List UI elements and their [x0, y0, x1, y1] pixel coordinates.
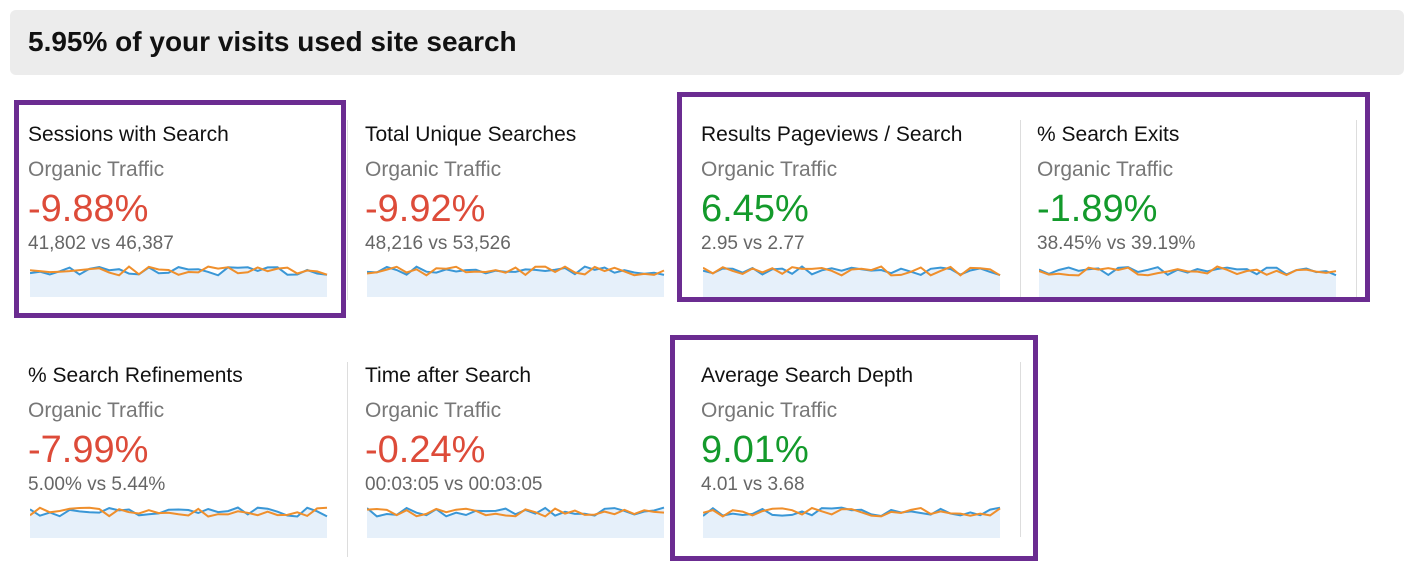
metric-title: Results Pageviews / Search	[701, 123, 963, 146]
highlight-box	[670, 335, 1038, 561]
comparison: 00:03:05 vs 00:03:05	[365, 474, 543, 495]
comparison: 41,802 vs 46,387	[28, 233, 174, 254]
metric-tile: Sessions with Search Organic Traffic -9.88…	[28, 123, 348, 323]
sparkline	[703, 265, 1001, 297]
header-bar: 5.95% of your visits used site search	[10, 10, 1404, 75]
metric-title: Sessions with Search	[28, 123, 229, 146]
metric-tile: Total Unique Searches Organic Traffic -9.9…	[365, 123, 685, 323]
metric-tile: Time after Search Organic Traffic -0.24% 00…	[365, 364, 685, 564]
header-title: 5.95% of your visits used site search	[28, 26, 517, 57]
segment-name: Organic Traffic	[365, 158, 502, 181]
sparkline	[1039, 265, 1337, 297]
sparkline	[30, 506, 328, 538]
highlight-box	[677, 92, 1370, 302]
sparkline	[30, 265, 328, 297]
separator	[1356, 120, 1357, 300]
metric-title: % Search Exits	[1037, 123, 1180, 146]
comparison: 2.95 vs 2.77	[701, 233, 805, 254]
metric-title: Total Unique Searches	[365, 123, 577, 146]
separator	[347, 120, 348, 300]
segment-name: Organic Traffic	[365, 399, 502, 422]
change-value: -0.24%	[365, 429, 486, 471]
change-value: -1.89%	[1037, 188, 1158, 230]
sparkline	[367, 506, 665, 538]
metric-title: % Search Refinements	[28, 364, 243, 387]
segment-name: Organic Traffic	[1037, 158, 1174, 181]
metric-title: Average Search Depth	[701, 364, 914, 387]
comparison: 5.00% vs 5.44%	[28, 474, 166, 495]
comparison: 4.01 vs 3.68	[701, 474, 805, 495]
comparison: 38.45% vs 39.19%	[1037, 233, 1196, 254]
change-value: -9.92%	[365, 188, 486, 230]
metric-tile: Average Search Depth Organic Traffic 9.01%…	[701, 364, 1021, 564]
change-value: 9.01%	[701, 429, 809, 471]
metric-tile: % Search Exits Organic Traffic -1.89% 38.45…	[1037, 123, 1357, 323]
segment-name: Organic Traffic	[701, 158, 838, 181]
separator	[347, 362, 348, 557]
change-value: -7.99%	[28, 429, 149, 471]
metric-title: Time after Search	[365, 364, 532, 387]
segment-name: Organic Traffic	[28, 399, 165, 422]
separator	[1020, 362, 1021, 537]
sparkline	[703, 506, 1001, 538]
comparison: 48,216 vs 53,526	[365, 233, 511, 254]
change-value: -9.88%	[28, 188, 149, 230]
highlight-box	[14, 100, 346, 318]
segment-name: Organic Traffic	[701, 399, 838, 422]
separator	[1020, 120, 1021, 300]
segment-name: Organic Traffic	[28, 158, 165, 181]
metric-tile: % Search Refinements Organic Traffic -7.99…	[28, 364, 348, 564]
change-value: 6.45%	[701, 188, 809, 230]
sparkline	[367, 265, 665, 297]
metric-tile: Results Pageviews / Search Organic Traffi…	[701, 123, 1021, 323]
